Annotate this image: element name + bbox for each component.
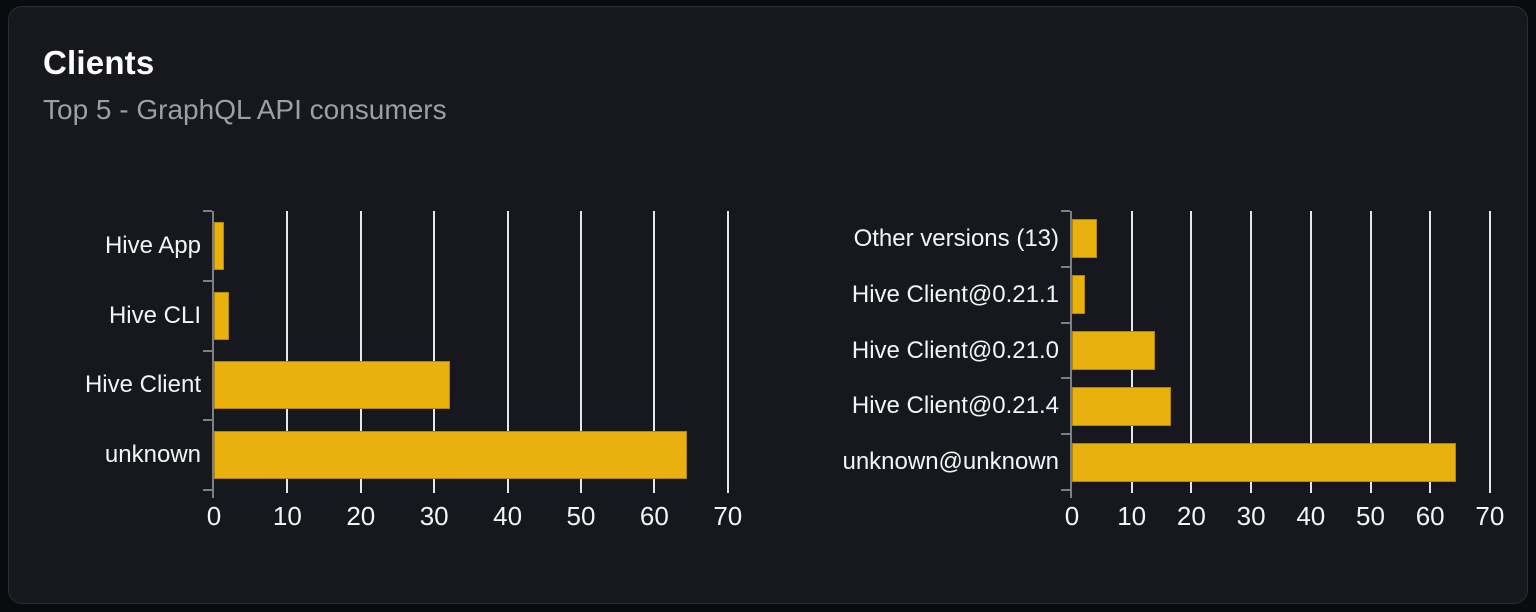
- axis-tick: [203, 419, 212, 422]
- x-tick-label: 20: [346, 501, 376, 531]
- bar[interactable]: [1072, 442, 1456, 482]
- card-title: Clients: [43, 44, 155, 81]
- category-label: Hive Client: [84, 371, 201, 399]
- bar[interactable]: [1072, 386, 1172, 426]
- bar[interactable]: [214, 221, 224, 270]
- bar[interactable]: [214, 361, 451, 410]
- axis-tick: [1061, 265, 1070, 268]
- category-label: Hive Client@0.21.0: [851, 336, 1059, 364]
- axis-tick: [1061, 433, 1070, 436]
- gridline: [1488, 211, 1491, 493]
- x-tick-label: 70: [1475, 501, 1505, 531]
- x-tick-label: 40: [493, 501, 523, 531]
- gridline: [726, 211, 729, 493]
- gridline: [1250, 211, 1253, 493]
- axis-tick: [1061, 210, 1070, 212]
- gridline: [506, 211, 509, 493]
- bar[interactable]: [214, 431, 688, 480]
- gridline: [1429, 211, 1432, 493]
- gridline: [359, 211, 362, 493]
- axis-tick: [1061, 377, 1070, 380]
- gridline: [433, 211, 436, 493]
- y-axis-line: [1070, 211, 1072, 498]
- clients-card: [8, 6, 1528, 604]
- bar[interactable]: [1072, 331, 1155, 370]
- x-tick-label: 30: [419, 501, 449, 531]
- category-label: unknown: [104, 441, 201, 469]
- axis-tick: [203, 210, 212, 212]
- y-axis-line: [212, 211, 214, 498]
- x-tick-label: 10: [272, 501, 302, 531]
- category-label: Hive Client@0.21.1: [851, 280, 1059, 308]
- gridline: [286, 211, 289, 493]
- axis-tick: [203, 279, 212, 282]
- axis-tick: [1061, 489, 1070, 491]
- gridline: [653, 211, 656, 493]
- x-tick-label: 40: [1296, 501, 1326, 531]
- gridline: [1369, 211, 1372, 493]
- category-label: unknown@unknown: [842, 448, 1059, 476]
- x-tick-label: 50: [1356, 501, 1385, 531]
- axis-tick: [203, 489, 212, 491]
- x-tick-label: 0: [206, 501, 222, 531]
- gridline: [1309, 211, 1312, 493]
- category-label: Hive Client@0.21.4: [851, 392, 1059, 420]
- gridline: [1190, 211, 1193, 493]
- x-tick-label: 0: [1064, 501, 1080, 531]
- x-tick-label: 10: [1117, 501, 1147, 531]
- bar[interactable]: [1072, 275, 1085, 315]
- card-subtitle: Top 5 - GraphQL API consumers: [43, 94, 447, 125]
- gridline: [580, 211, 582, 493]
- axis-tick: [1061, 321, 1070, 324]
- category-label: Other versions (13): [853, 224, 1059, 252]
- category-label: Hive CLI: [108, 301, 201, 329]
- x-tick-label: 60: [639, 501, 669, 531]
- x-tick-label: 70: [713, 501, 743, 531]
- category-label: Hive App: [104, 231, 201, 259]
- x-tick-label: 50: [566, 501, 596, 531]
- bar[interactable]: [1072, 219, 1098, 259]
- bar[interactable]: [214, 291, 229, 340]
- x-tick-label: 60: [1415, 501, 1445, 531]
- x-tick-label: 20: [1176, 501, 1206, 531]
- x-tick-label: 30: [1236, 501, 1266, 531]
- axis-tick: [203, 349, 212, 352]
